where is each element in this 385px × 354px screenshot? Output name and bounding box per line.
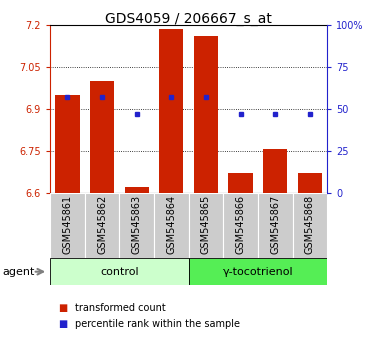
- Text: GSM545863: GSM545863: [132, 195, 142, 254]
- Bar: [159, 29, 183, 193]
- Bar: [298, 173, 322, 193]
- Bar: [50, 193, 85, 258]
- Text: transformed count: transformed count: [75, 303, 166, 313]
- Bar: [258, 193, 293, 258]
- Bar: [189, 258, 327, 285]
- Bar: [119, 193, 154, 258]
- Text: GSM545864: GSM545864: [166, 195, 176, 254]
- Bar: [223, 193, 258, 258]
- Text: ■: ■: [58, 303, 67, 313]
- Text: γ-tocotrienol: γ-tocotrienol: [223, 267, 293, 277]
- Text: GDS4059 / 206667_s_at: GDS4059 / 206667_s_at: [105, 12, 272, 27]
- Text: GSM545868: GSM545868: [305, 195, 315, 254]
- Bar: [229, 173, 253, 193]
- Text: control: control: [100, 267, 139, 277]
- Text: GSM545865: GSM545865: [201, 195, 211, 254]
- Bar: [90, 81, 114, 193]
- Text: agent: agent: [2, 267, 34, 277]
- Bar: [55, 95, 79, 193]
- Text: GSM545866: GSM545866: [236, 195, 246, 254]
- Bar: [50, 258, 189, 285]
- Bar: [85, 193, 119, 258]
- Text: ■: ■: [58, 319, 67, 329]
- Bar: [189, 193, 223, 258]
- Text: GSM545862: GSM545862: [97, 195, 107, 254]
- Text: GSM545867: GSM545867: [270, 195, 280, 254]
- Bar: [124, 187, 149, 193]
- Bar: [293, 193, 327, 258]
- Text: percentile rank within the sample: percentile rank within the sample: [75, 319, 240, 329]
- Text: GSM545861: GSM545861: [62, 195, 72, 254]
- Bar: [154, 193, 189, 258]
- Bar: [194, 36, 218, 193]
- Bar: [263, 149, 287, 193]
